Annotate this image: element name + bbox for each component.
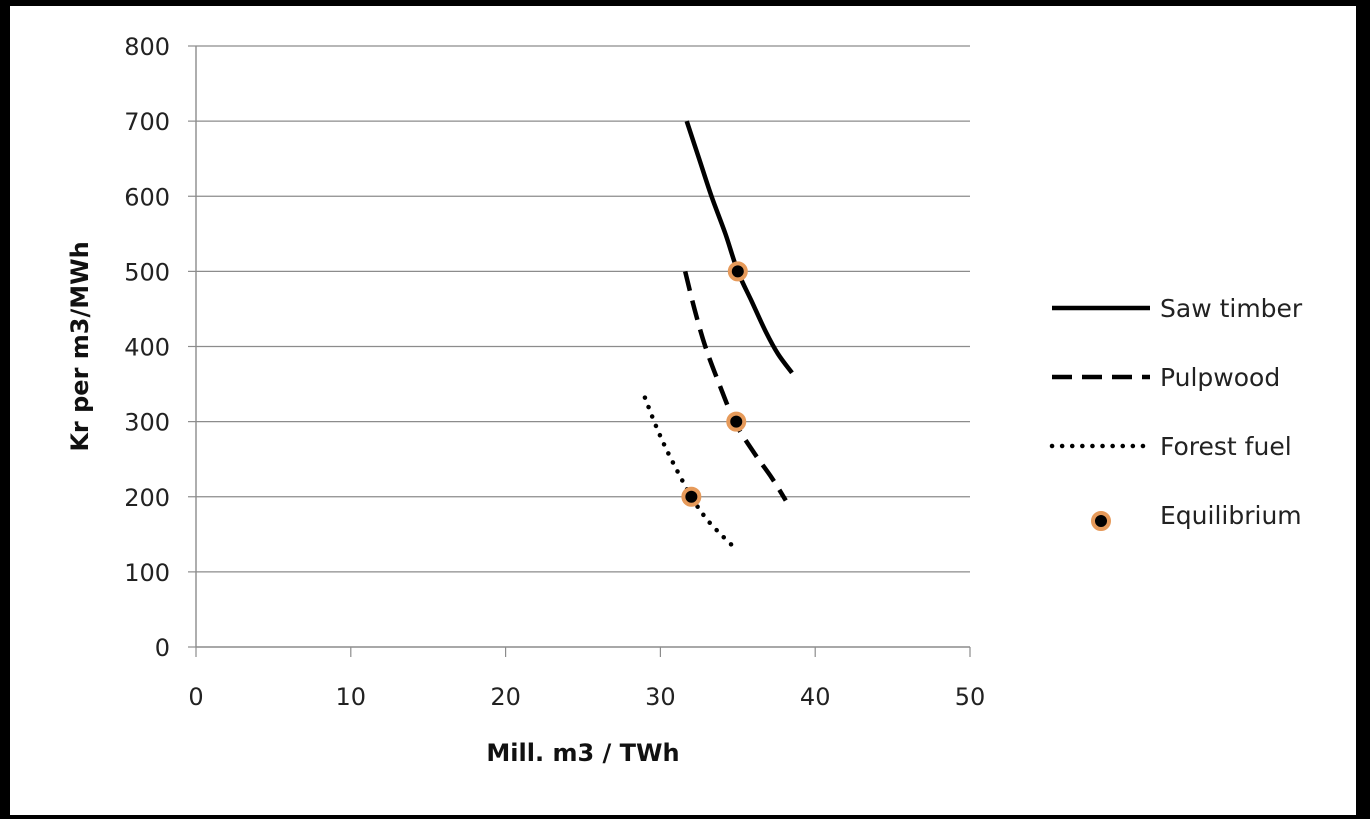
- chart-svg: 0 100 200 300 400 500 600 700 800 0 10 20 30 40 50 Mil…: [66, 33, 1303, 767]
- legend-swatch-equilibrium: [1091, 511, 1111, 531]
- y-tick-label: 700: [124, 108, 170, 136]
- legend-label: Saw timber: [1160, 294, 1303, 323]
- x-tick-label: 10: [336, 683, 367, 711]
- y-tick-label: 400: [124, 334, 170, 362]
- y-tick-label: 800: [124, 33, 170, 61]
- y-tick-label: 200: [124, 484, 170, 512]
- equilibrium-marker: [726, 411, 747, 432]
- series-line-forest-fuel: [642, 395, 737, 551]
- legend-label: Forest fuel: [1160, 432, 1292, 461]
- grid-lines: [196, 45, 970, 573]
- y-tick-label: 600: [124, 183, 170, 211]
- equilibrium-marker: [681, 486, 702, 507]
- x-tick-label: 20: [490, 683, 521, 711]
- x-tick-label: 0: [188, 683, 203, 711]
- series-lines: [642, 120, 794, 551]
- y-tick-label: 0: [155, 634, 170, 662]
- y-tick-label: 500: [124, 258, 170, 286]
- chart-area: 0 100 200 300 400 500 600 700 800 0 10 20 30 40 50 Mil…: [10, 6, 1356, 815]
- legend-label: Equilibrium: [1160, 501, 1302, 530]
- x-tick-label: 50: [955, 683, 986, 711]
- y-tick-label: 100: [124, 559, 170, 587]
- x-tick-label: 40: [800, 683, 831, 711]
- tick-labels: 0 100 200 300 400 500 600 700 800 0 10 20 30 40 50: [124, 33, 985, 711]
- legend: Saw timber Pulpwood Forest fuel Equilibrium: [1049, 294, 1303, 531]
- y-axis-title: Kr per m3/MWh: [66, 241, 94, 451]
- series-line-pulpwood: [682, 270, 788, 502]
- axes: [188, 45, 971, 657]
- x-axis-title: Mill. m3 / TWh: [486, 739, 679, 767]
- x-tick-label: 30: [645, 683, 676, 711]
- equilibrium-markers: [681, 261, 748, 507]
- y-tick-label: 300: [124, 409, 170, 437]
- legend-label: Pulpwood: [1160, 363, 1280, 392]
- equilibrium-marker: [727, 261, 748, 282]
